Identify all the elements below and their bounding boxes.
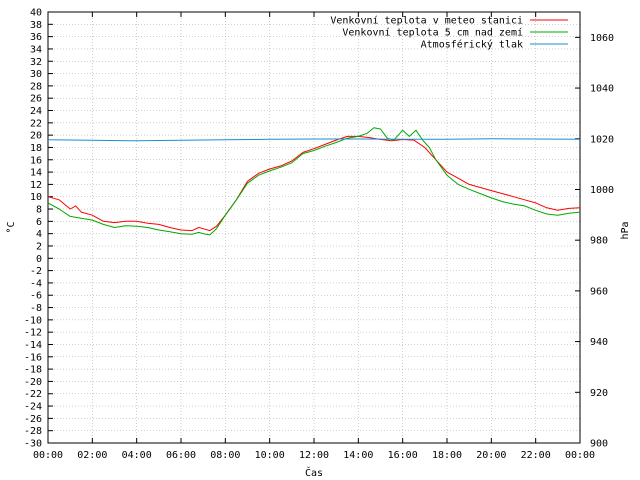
- y-right-tick-label: 1020: [590, 134, 614, 145]
- y-right-tick-label: 960: [590, 286, 608, 297]
- y-left-tick-label: -30: [24, 439, 42, 450]
- series-line-2: [47, 127, 581, 236]
- y-left-tick-label: -14: [24, 340, 42, 351]
- ticks: 00:00 02:00 04:00 06:00 08:00 10:00 12:00 14:00…: [24, 8, 614, 462]
- y-left-tick-label: 34: [30, 44, 42, 55]
- legend-label-2: Venkovní teplota 5 cm nad zemí: [342, 27, 523, 39]
- y-left-tick-label: 14: [30, 168, 42, 179]
- y-right-tick-label: 940: [590, 337, 608, 348]
- series: [47, 127, 581, 236]
- x-tick-label: 04:00: [122, 450, 152, 461]
- y-right-tick-label: 1040: [590, 84, 614, 95]
- y-left-tick-label: 22: [30, 118, 42, 129]
- y-left-tick-label: -12: [24, 328, 42, 339]
- y-right-tick-label: 1000: [590, 185, 614, 196]
- y-left-tick-label: -28: [24, 426, 42, 437]
- legend-label-3: Atmosférický tlak: [421, 39, 523, 51]
- x-tick-label: 06:00: [166, 450, 196, 461]
- y-left-tick-label: -20: [24, 377, 42, 388]
- y-left-tick-label: 10: [30, 192, 42, 203]
- x-tick-label: 00:00: [33, 450, 63, 461]
- y-axis-right-title: hPa: [620, 221, 631, 239]
- x-tick-label: 12:00: [299, 450, 329, 461]
- y-left-tick-label: -22: [24, 389, 42, 400]
- y-left-tick-label: 2: [36, 241, 42, 252]
- y-left-tick-label: 16: [30, 155, 42, 166]
- y-left-tick-label: 24: [30, 106, 42, 117]
- x-tick-label: 14:00: [343, 450, 373, 461]
- series-line-1: [47, 135, 581, 232]
- y-left-tick-label: 36: [30, 32, 42, 43]
- y-left-tick-label: 40: [30, 8, 42, 19]
- y-left-tick-label: 8: [36, 205, 42, 216]
- y-left-tick-label: 32: [30, 57, 42, 68]
- x-tick-label: 18:00: [432, 450, 462, 461]
- y-right-tick-label: 980: [590, 236, 608, 247]
- grid: [47, 11, 581, 444]
- y-left-tick-label: 0: [36, 254, 42, 265]
- y-left-tick-label: 26: [30, 94, 42, 105]
- x-axis-title: Čas: [305, 466, 323, 479]
- y-left-tick-label: 6: [36, 217, 42, 228]
- x-tick-label: 02:00: [77, 450, 107, 461]
- y-left-tick-label: -4: [30, 278, 42, 289]
- y-right-tick-label: 920: [590, 388, 608, 399]
- y-left-tick-label: -2: [30, 266, 42, 277]
- series-line-3: [47, 138, 581, 142]
- x-tick-label: 08:00: [210, 450, 240, 461]
- y-left-tick-label: 20: [30, 131, 42, 142]
- y-left-tick-label: 4: [36, 229, 42, 240]
- y-axis-left-title: °C: [6, 221, 17, 233]
- y-left-tick-label: 38: [30, 20, 42, 31]
- y-left-tick-label: -8: [30, 303, 42, 314]
- x-tick-label: 16:00: [388, 450, 418, 461]
- x-tick-label: 00:00: [565, 450, 595, 461]
- legend: Venkovní teplota v meteo staniciVenkovní…: [330, 15, 568, 51]
- y-left-tick-label: 12: [30, 180, 42, 191]
- y-left-tick-label: -24: [24, 402, 42, 413]
- y-left-tick-label: 28: [30, 81, 42, 92]
- y-left-tick-label: -26: [24, 414, 42, 425]
- y-left-tick-label: 18: [30, 143, 42, 154]
- y-left-tick-label: -18: [24, 365, 42, 376]
- legend-label-1: Venkovní teplota v meteo stanici: [330, 15, 523, 27]
- y-left-tick-label: -10: [24, 315, 42, 326]
- y-right-tick-label: 900: [590, 439, 608, 450]
- x-tick-label: 22:00: [521, 450, 551, 461]
- x-tick-label: 10:00: [255, 450, 285, 461]
- y-left-tick-label: 30: [30, 69, 42, 80]
- y-left-tick-label: -16: [24, 352, 42, 363]
- x-tick-label: 20:00: [476, 450, 506, 461]
- y-right-tick-label: 1060: [590, 33, 614, 44]
- y-left-tick-label: -6: [30, 291, 42, 302]
